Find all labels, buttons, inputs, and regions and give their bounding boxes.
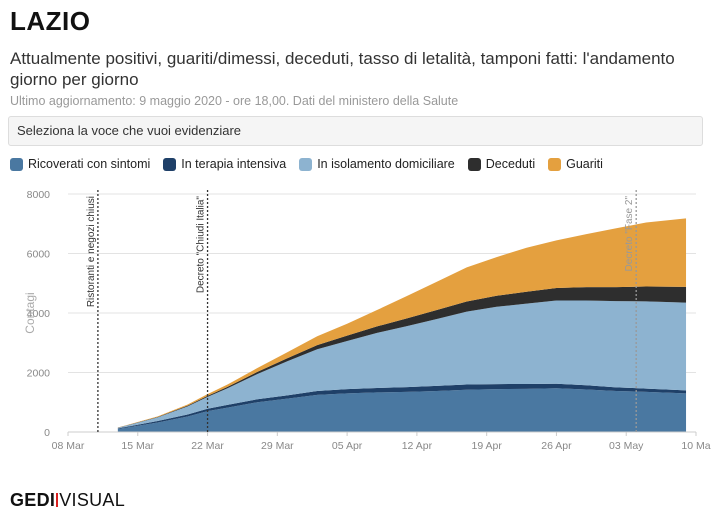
legend-label: Ricoverati con sintomi — [28, 157, 151, 171]
series-selector[interactable]: Seleziona la voce che vuoi evidenziare — [8, 116, 703, 146]
y-tick-label: 2000 — [27, 368, 51, 380]
series-area-guariti — [117, 218, 687, 428]
annotation-label: Decreto "Fase 2" — [624, 196, 635, 272]
y-tick-label: 0 — [44, 427, 50, 439]
legend-swatch — [548, 157, 562, 171]
series-area-in-isolamento-domiciliare — [117, 300, 687, 429]
chart-subtitle: Attualmente positivi, guariti/dimessi, d… — [10, 49, 675, 89]
y-tick-label: 6000 — [27, 249, 51, 261]
x-tick-label: 22 Mar — [191, 440, 224, 452]
legend-swatch — [299, 157, 313, 171]
y-tick-label: 4000 — [27, 308, 51, 320]
logo-part-gedi: GEDI — [10, 490, 56, 510]
x-tick-label: 26 Apr — [541, 440, 572, 452]
x-tick-label: 03 May — [609, 440, 644, 452]
last-update-note: Ultimo aggiornamento: 9 maggio 2020 - or… — [10, 94, 459, 108]
x-tick-label: 10 Ma — [681, 440, 710, 452]
legend-item-terapia-intensiva[interactable]: In terapia intensiva — [163, 157, 286, 171]
annotation-label: Decreto "Chiudi Italia" — [196, 196, 207, 294]
x-tick-label: 15 Mar — [121, 440, 154, 452]
series-area-ricoverati-con-sintomi — [117, 388, 687, 432]
y-axis-label: Contagi — [23, 292, 37, 333]
logo-part-visual: VISUAL — [59, 490, 126, 510]
legend-label: Guariti — [566, 157, 603, 171]
x-tick-label: 12 Apr — [402, 440, 433, 452]
legend-item-isolamento[interactable]: In isolamento domiciliare — [299, 157, 455, 171]
series-area-deceduti — [117, 286, 687, 428]
annotation-label: Ristoranti e negozi chiusi — [86, 196, 97, 307]
legend-label: In isolamento domiciliare — [317, 157, 455, 171]
x-tick-label: 29 Mar — [261, 440, 294, 452]
logo-divider — [56, 493, 59, 507]
y-tick-label: 8000 — [27, 189, 51, 201]
legend-item-guariti[interactable]: Guariti — [548, 157, 603, 171]
page-title: LAZIO — [10, 6, 91, 36]
chart-legend: Ricoverati con sintomi In terapia intens… — [10, 157, 616, 171]
x-tick-label: 08 Mar — [52, 440, 85, 452]
legend-label: In terapia intensiva — [181, 157, 287, 171]
legend-item-ricoverati[interactable]: Ricoverati con sintomi — [10, 157, 150, 171]
legend-item-deceduti[interactable]: Deceduti — [467, 157, 536, 171]
legend-label: Deceduti — [485, 157, 536, 171]
legend-swatch — [467, 157, 481, 171]
series-area-in-terapia-intensiva — [117, 383, 687, 430]
x-tick-label: 05 Apr — [332, 440, 363, 452]
legend-swatch — [163, 157, 177, 171]
stacked-area-chart: 0 2000 4000 6000 8000 Contagi 08 Mar 15 Mar 22 M… — [23, 189, 711, 452]
gedi-visual-logo: GEDI VISUAL — [10, 490, 125, 511]
legend-swatch — [10, 157, 23, 171]
x-tick-label: 19 Apr — [471, 440, 502, 452]
